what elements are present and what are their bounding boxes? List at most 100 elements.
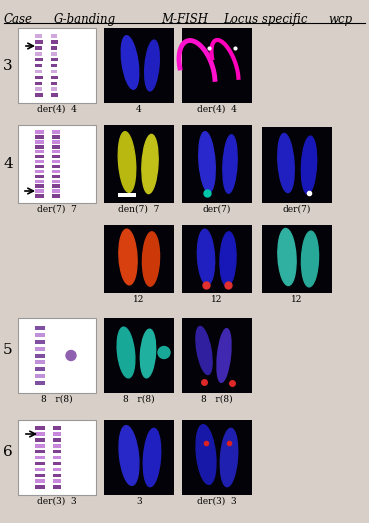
Bar (35, 485, 45, 489)
Bar (35, 333, 45, 337)
Bar (35, 140, 44, 144)
Bar (35, 175, 44, 178)
Bar (52, 165, 60, 168)
Text: 8   r(8): 8 r(8) (201, 395, 233, 404)
Ellipse shape (217, 328, 231, 382)
Bar (53, 450, 61, 453)
Text: 4: 4 (136, 105, 142, 114)
Text: Case: Case (3, 13, 32, 26)
Text: wcp: wcp (328, 13, 352, 26)
Text: 6: 6 (3, 446, 13, 460)
Ellipse shape (301, 136, 317, 194)
Text: M-FISH: M-FISH (162, 13, 208, 26)
Bar (53, 444, 61, 448)
Bar (51, 40, 58, 44)
Text: der(3)  3: der(3) 3 (37, 497, 77, 506)
Text: 4: 4 (3, 157, 13, 171)
Bar (118, 193, 136, 197)
Bar (35, 381, 45, 385)
Bar (35, 155, 44, 158)
Bar (35, 360, 45, 365)
Bar (35, 145, 44, 149)
Bar (35, 179, 44, 183)
Bar (51, 93, 58, 97)
Ellipse shape (196, 425, 216, 484)
Bar (52, 195, 60, 198)
Bar (35, 35, 42, 38)
Circle shape (66, 350, 76, 360)
Bar (35, 185, 44, 188)
Bar (51, 64, 57, 67)
Ellipse shape (121, 36, 139, 89)
Ellipse shape (142, 232, 159, 286)
Bar (35, 87, 42, 91)
Bar (104, 420, 174, 495)
Bar (182, 225, 252, 293)
Bar (262, 127, 332, 203)
Bar (35, 82, 42, 85)
Text: 8   r(8): 8 r(8) (123, 395, 155, 404)
Bar (53, 468, 61, 471)
Bar (35, 456, 45, 459)
Bar (35, 40, 43, 44)
Bar (52, 175, 60, 178)
Ellipse shape (278, 133, 294, 192)
Ellipse shape (119, 229, 137, 285)
Text: der(7)  7: der(7) 7 (37, 205, 77, 214)
Bar (35, 468, 45, 471)
Text: 3: 3 (3, 59, 13, 73)
Bar (51, 87, 57, 91)
Ellipse shape (220, 232, 236, 286)
Ellipse shape (143, 428, 161, 487)
Ellipse shape (142, 134, 158, 194)
Bar (35, 326, 45, 330)
Ellipse shape (117, 327, 135, 378)
Bar (52, 185, 60, 188)
Ellipse shape (278, 229, 296, 286)
Bar (35, 130, 44, 134)
Bar (262, 225, 332, 293)
Bar (35, 165, 44, 168)
Text: 12: 12 (133, 295, 145, 304)
Bar (53, 432, 61, 436)
Bar (51, 58, 58, 61)
Ellipse shape (223, 135, 237, 193)
Bar (35, 432, 45, 436)
Bar (53, 480, 61, 483)
Ellipse shape (140, 329, 156, 378)
Bar (51, 82, 57, 85)
Bar (182, 125, 252, 203)
Bar (35, 340, 45, 344)
Bar (35, 46, 42, 50)
Bar (104, 225, 174, 293)
Bar (51, 52, 57, 55)
Ellipse shape (220, 428, 238, 487)
Bar (52, 130, 60, 134)
Bar (104, 125, 174, 203)
Bar (53, 456, 61, 459)
Bar (35, 52, 42, 55)
Ellipse shape (118, 132, 136, 192)
Bar (53, 426, 61, 430)
Bar (35, 70, 42, 73)
Bar (53, 462, 61, 465)
Bar (35, 438, 45, 441)
Bar (35, 135, 44, 139)
Bar (35, 160, 44, 163)
Bar (104, 318, 174, 393)
Bar (52, 189, 60, 193)
Ellipse shape (119, 426, 139, 485)
Ellipse shape (197, 229, 215, 285)
Bar (35, 367, 45, 371)
Text: den(7)  7: den(7) 7 (118, 205, 160, 214)
Bar (35, 444, 45, 448)
Bar (18, 318, 96, 393)
Text: 5: 5 (3, 344, 13, 358)
Bar (53, 438, 61, 441)
Bar (182, 28, 252, 103)
Bar (35, 58, 43, 61)
Bar (35, 450, 45, 453)
Bar (182, 318, 252, 393)
Text: 12: 12 (211, 295, 223, 304)
Bar (51, 76, 58, 79)
